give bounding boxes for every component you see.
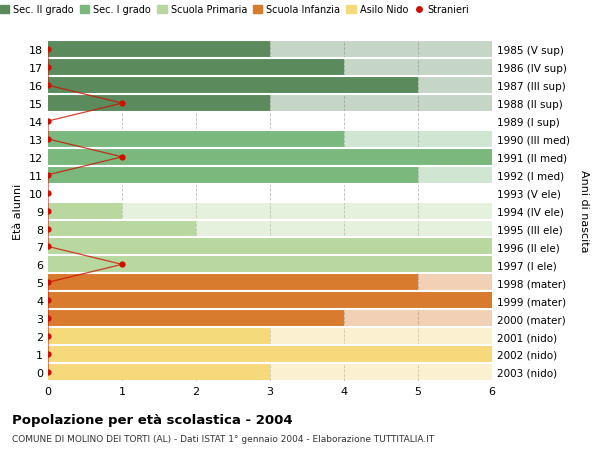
Bar	[48, 257, 492, 273]
Legend: Sec. II grado, Sec. I grado, Scuola Primaria, Scuola Infanzia, Asilo Nido, Stran: Sec. II grado, Sec. I grado, Scuola Prim…	[0, 6, 469, 16]
Bar	[48, 131, 492, 148]
Bar	[48, 78, 492, 94]
Bar	[48, 203, 122, 219]
Bar	[48, 149, 492, 166]
Bar	[48, 310, 344, 327]
Text: Popolazione per età scolastica - 2004: Popolazione per età scolastica - 2004	[12, 413, 293, 426]
Text: COMUNE DI MOLINO DEI TORTI (AL) - Dati ISTAT 1° gennaio 2004 - Elaborazione TUTT: COMUNE DI MOLINO DEI TORTI (AL) - Dati I…	[12, 434, 434, 443]
Bar	[48, 274, 492, 291]
Bar	[48, 78, 418, 94]
Bar	[48, 292, 492, 309]
Bar	[48, 167, 492, 184]
Bar	[48, 328, 492, 345]
Bar	[48, 239, 492, 255]
Bar	[48, 346, 492, 362]
Bar	[48, 221, 492, 237]
Bar	[48, 364, 270, 380]
Bar	[48, 167, 418, 184]
Bar	[48, 346, 492, 362]
Bar	[48, 42, 270, 58]
Bar	[48, 149, 492, 166]
Bar	[48, 131, 344, 148]
Bar	[48, 257, 492, 273]
Bar	[48, 292, 492, 309]
Bar	[48, 60, 344, 76]
Bar	[48, 42, 492, 58]
Bar	[48, 364, 492, 380]
Bar	[48, 60, 492, 76]
Bar	[48, 221, 196, 237]
Bar	[48, 95, 492, 112]
Bar	[48, 239, 492, 255]
Bar	[48, 95, 270, 112]
Y-axis label: Anni di nascita: Anni di nascita	[580, 170, 589, 252]
Bar	[48, 310, 492, 327]
Bar	[48, 274, 418, 291]
Bar	[48, 328, 270, 345]
Bar	[48, 203, 492, 219]
Y-axis label: Età alunni: Età alunni	[13, 183, 23, 239]
